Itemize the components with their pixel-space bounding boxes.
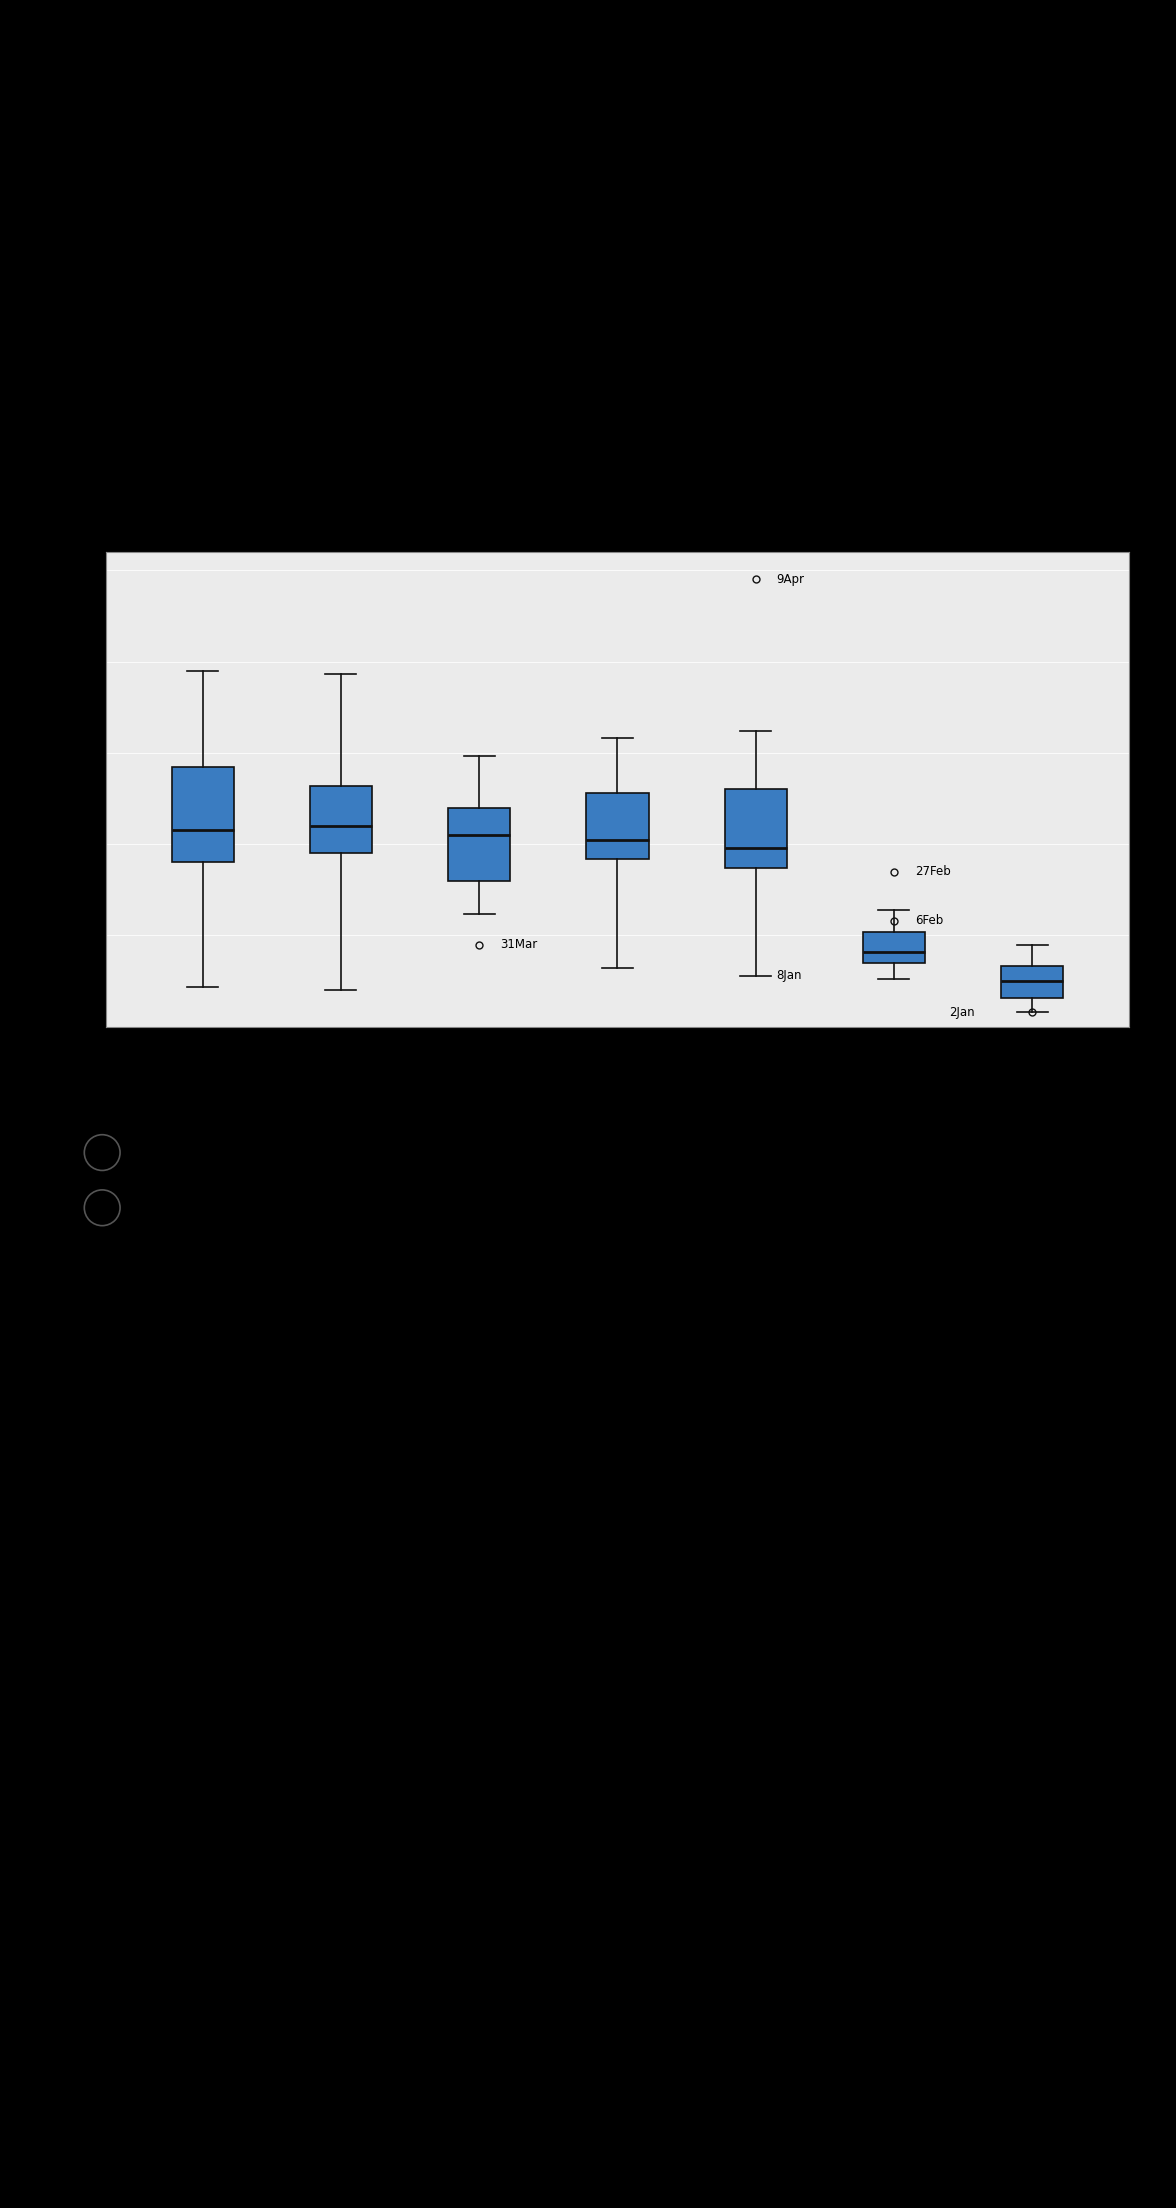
- PathPatch shape: [309, 786, 372, 852]
- Text: 6Feb: 6Feb: [915, 914, 943, 927]
- PathPatch shape: [863, 932, 926, 963]
- Text: 8Jan: 8Jan: [776, 969, 802, 983]
- Text: 31Mar: 31Mar: [500, 938, 537, 952]
- Text: 2Jan: 2Jan: [949, 1005, 975, 1018]
- Text: The following are boxplots of the numbers of hits at a certain website for the d: The following are boxplots of the number…: [153, 528, 851, 541]
- PathPatch shape: [587, 793, 648, 859]
- Text: 9Apr: 9Apr: [776, 572, 804, 585]
- PathPatch shape: [724, 790, 787, 868]
- PathPatch shape: [1001, 967, 1063, 998]
- Text: True or false? Less than 25 percent of Thursdays had a higher number of hits tha: True or false? Less than 25 percent of T…: [82, 1093, 847, 1108]
- Text: A. True: A. True: [123, 1153, 174, 1166]
- Text: 27Feb: 27Feb: [915, 866, 950, 879]
- PathPatch shape: [448, 808, 510, 881]
- Text: B. False: B. False: [123, 1208, 180, 1221]
- Y-axis label: Hits: Hits: [35, 775, 49, 804]
- PathPatch shape: [172, 768, 234, 863]
